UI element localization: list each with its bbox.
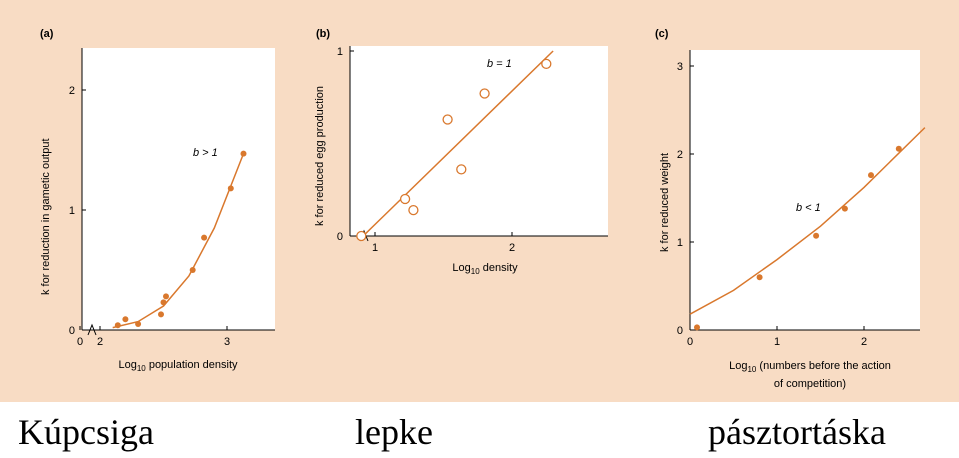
caption-cone-snail: Kúpcsiga [18, 412, 154, 452]
panel-c-chart: 0 1 2 0 1 2 3 [677, 50, 926, 348]
panel-a-letter: (a) [40, 28, 54, 40]
panel-c-plot-area [690, 50, 920, 330]
y-tick-label: 1 [69, 205, 75, 217]
axis-break-mark [87, 323, 97, 336]
y-tick-label: 1 [337, 46, 343, 58]
caption-shepherds-purse: pásztortáska [708, 412, 886, 452]
data-point [356, 230, 367, 242]
panel-b-plot-area [350, 46, 608, 236]
x-tick-label: 2 [861, 336, 867, 348]
panel-b-chart: 1 2 0 1 [337, 46, 608, 254]
data-point [399, 193, 411, 205]
panel-a-plot-area [82, 48, 275, 330]
data-point [240, 150, 247, 157]
y-tick-label: 2 [677, 149, 683, 161]
panel-b-x-axis-label: Log10 density [452, 262, 518, 277]
caption-butterfly: lepke [355, 412, 433, 452]
x-tick-label: 1 [372, 242, 378, 254]
panel-c-letter: (c) [655, 28, 669, 40]
panel-a-chart: 0 2 3 0 1 2 [69, 48, 275, 348]
data-point [160, 299, 167, 306]
x-tick-label: 2 [97, 336, 103, 348]
data-point [158, 311, 164, 318]
y-tick-label: 2 [69, 85, 75, 97]
data-point [442, 114, 453, 125]
fit-line [689, 127, 926, 315]
data-point [135, 321, 142, 327]
y-tick-label: 1 [677, 237, 683, 249]
data-point [408, 204, 419, 216]
y-tick-label: 0 [337, 231, 343, 243]
data-point [189, 267, 196, 273]
data-point [895, 145, 902, 152]
panel-c-annotation: b < 1 [796, 202, 821, 214]
panel-b-annotation: b = 1 [487, 58, 512, 70]
data-point [114, 322, 121, 329]
data-point [694, 324, 700, 331]
data-point [541, 58, 552, 70]
panel-a-x-axis-label: Log10 population density [118, 359, 238, 374]
data-point [227, 185, 234, 192]
data-point [163, 293, 169, 300]
y-tick-label: 0 [69, 325, 75, 337]
x-tick-label: 3 [224, 336, 230, 348]
y-tick-label: 0 [677, 325, 683, 337]
data-point [756, 274, 763, 281]
data-point [456, 164, 467, 175]
panel-a-annotation: b > 1 [193, 147, 218, 159]
x-tick-label: 1 [774, 336, 780, 348]
data-point [813, 232, 820, 239]
data-point [841, 205, 848, 212]
x-tick-label: 0 [77, 336, 83, 348]
y-tick-label: 3 [677, 61, 683, 73]
fit-line [112, 153, 245, 329]
panel-c-x-axis-label: Log10 (numbers before the action of compe… [729, 360, 891, 391]
x-tick-label: 0 [687, 336, 693, 348]
fit-line [360, 50, 554, 239]
data-point [122, 316, 129, 323]
panel-b-letter: (b) [316, 28, 331, 40]
data-point [868, 172, 874, 179]
panel-c-y-axis-label: k for reduced weight [659, 152, 671, 252]
data-point [201, 234, 208, 241]
data-point [479, 88, 490, 99]
x-tick-label: 2 [509, 242, 515, 254]
